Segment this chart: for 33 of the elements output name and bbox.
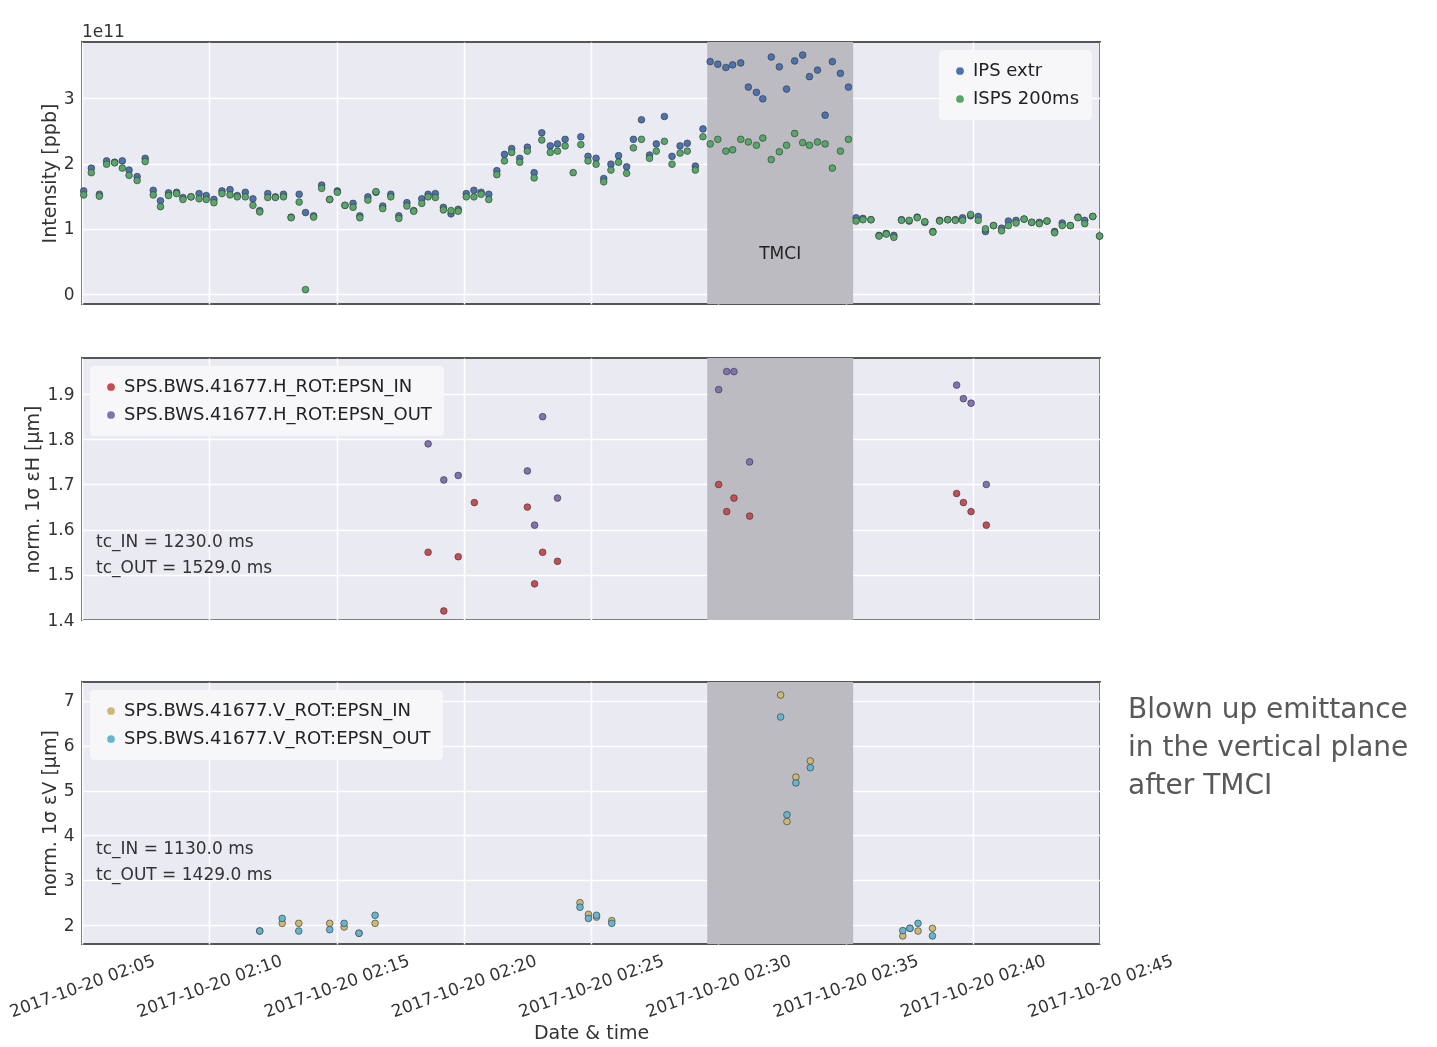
y-axis-title: norm. 1σ εV [μm] (37, 730, 60, 897)
text: Blown up emittance in the vertical plane after TMCI (1128, 692, 1409, 801)
y-tick-label: 5 (63, 780, 75, 801)
y-tick-label: 1.7 (47, 473, 75, 494)
y-tick-label: 1.8 (47, 428, 75, 449)
y-tick-label: 4 (63, 824, 75, 845)
annotation: tc_IN = 1230.0 ms (96, 531, 254, 552)
annotation: tc_IN = 1130.0 ms (96, 838, 254, 859)
y-tick-label: 1.9 (47, 383, 75, 404)
legend-label: SPS.BWS.41677.V_ROT:EPSN_OUT (124, 727, 432, 749)
legend-label: IPS extr (973, 59, 1043, 80)
annotation: tc_OUT = 1529.0 ms (96, 557, 273, 578)
legend-label: SPS.BWS.41677.H_ROT:EPSN_OUT (124, 403, 433, 425)
y-tick-label: 2 (63, 153, 75, 174)
legend-label: SPS.BWS.41677.H_ROT:EPSN_IN (124, 375, 413, 397)
y-tick-label: 2 (63, 914, 75, 935)
y-tick-label: 7 (63, 690, 75, 711)
y-tick-label: 1.5 (47, 564, 75, 585)
y-tick-label: 1 (63, 218, 75, 239)
annotation: tc_OUT = 1429.0 ms (96, 864, 273, 885)
x-axis-title: Date & time (533, 1021, 650, 1044)
y-tick-label: 0 (63, 283, 75, 304)
band-label: TMCI (758, 243, 802, 264)
y-tick-label: 1.4 (47, 609, 75, 630)
y-tick-label: 3 (63, 869, 75, 890)
legend-label: SPS.BWS.41677.V_ROT:EPSN_IN (124, 699, 412, 721)
legend-label: ISPS 200ms (973, 87, 1080, 108)
y-tick-label: 3 (63, 87, 75, 108)
y-tick-label: 6 (63, 735, 75, 756)
y-tick-label: 1.6 (47, 519, 75, 540)
y-axis-title: norm. 1σ εH [μm] (21, 405, 44, 574)
text: 1e11 (82, 21, 125, 41)
y-axis-title: Intensity [ppb] (37, 103, 60, 244)
